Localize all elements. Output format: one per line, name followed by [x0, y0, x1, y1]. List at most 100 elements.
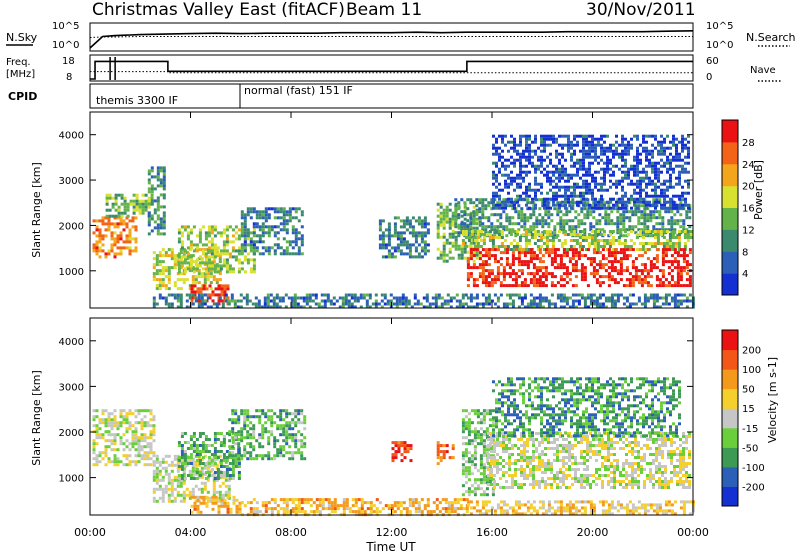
xtick-label-3: 12:00 — [376, 526, 408, 539]
xtick-label-0: 00:00 — [74, 526, 106, 539]
velocity-colorbar-tick-7: -200 — [742, 482, 765, 493]
power-region-6 — [240, 207, 304, 256]
power-colorbar-swatch-0 — [722, 273, 738, 296]
noise-search-series — [89, 36, 693, 38]
noise-sky-series — [89, 30, 694, 49]
velocity-region-7 — [436, 441, 455, 466]
power-ytick-label-1: 2000 — [59, 221, 84, 232]
power-region-7 — [152, 293, 468, 309]
noise-panel: N.Sky 10^5 10^0 10^5 10^0 N.Search — [6, 21, 796, 52]
noise-left-tick-top: 10^5 — [52, 21, 79, 32]
velocity-colorbar-swatch-6 — [722, 369, 738, 390]
nave-label: Nave — [750, 65, 776, 76]
velocity-region-0 — [92, 409, 156, 467]
cpid-segment-2: normal (fast) 151 IF — [244, 84, 353, 97]
power-colorbar-tick-3: 16 — [742, 204, 755, 215]
power-region-1 — [105, 193, 154, 218]
power-region-4 — [177, 225, 256, 274]
power-ytick-label-0: 1000 — [59, 267, 84, 278]
noise-sky-label: N.Sky — [6, 31, 38, 44]
velocity-region-5 — [240, 498, 469, 517]
power-colorbar-tick-2: 12 — [742, 225, 755, 236]
power-region-8 — [378, 216, 430, 259]
velocity-colorbar-swatch-7 — [722, 349, 738, 370]
velocity-colorbar-tick-6: -100 — [742, 463, 765, 474]
freq-spikes — [109, 57, 116, 80]
noise-left-tick-bottom: 10^0 — [52, 40, 79, 51]
freq-series — [90, 60, 693, 80]
frequency-panel: Freq. [MHz] 18 8 60 0 Nave — [6, 54, 782, 83]
velocity-region-8 — [461, 409, 495, 497]
power-colorbar-swatch-7 — [722, 120, 738, 143]
nave-series — [90, 71, 693, 74]
power-colorbar-swatch-4 — [722, 185, 738, 208]
power-colorbar-label: Power [dB] — [752, 160, 765, 220]
power-colorbar-tick-5: 24 — [742, 160, 755, 171]
freq-label-top: Freq. — [6, 57, 31, 68]
xtick-label-6: 00:00 — [677, 526, 709, 539]
xtick-label-5: 20:00 — [577, 526, 609, 539]
frequency-frame — [89, 54, 694, 82]
power-colorbar-swatch-2 — [722, 229, 738, 252]
velocity-colorbar-tick-0: 200 — [742, 346, 761, 357]
velocity-region-3 — [228, 409, 307, 461]
time-axis: 00:00 04:00 08:00 12:00 16:00 20:00 00:00 — [74, 112, 709, 539]
xtick-label-4: 16:00 — [476, 526, 508, 539]
freq-label-bottom: [MHz] — [6, 69, 35, 80]
velocity-heatmap — [92, 377, 695, 517]
power-colorbar-swatch-6 — [722, 141, 738, 165]
velocity-colorbar-tick-3: 15 — [742, 404, 755, 415]
velocity-region-11 — [492, 377, 681, 438]
power-ytick-label-2: 3000 — [59, 176, 84, 187]
velocity-ylabel: Slant Range [km] — [30, 370, 43, 466]
power-heatmap — [92, 134, 695, 309]
beam-label: Beam 11 — [346, 0, 422, 20]
cpid-frame — [89, 83, 694, 109]
freq-tick-bottom: 8 — [66, 72, 72, 83]
velocity-panel: 1000 2000 3000 4000 Slant Range [km] 200 100… — [30, 112, 779, 554]
velocity-colorbar-frame — [721, 329, 739, 507]
power-yaxis: 1000 2000 3000 4000 — [59, 131, 693, 278]
power-panel: 1000 2000 3000 4000 Slant Range [km] 4 8 12 16… — [30, 111, 765, 309]
cpid-label: CPID — [8, 90, 37, 103]
velocity-region-10 — [466, 500, 695, 516]
velocity-yaxis: 1000 2000 3000 4000 — [59, 337, 693, 485]
noise-search-label: N.Search — [746, 31, 796, 44]
velocity-region-6 — [391, 441, 413, 463]
velocity-colorbar-swatch-5 — [722, 388, 738, 409]
power-colorbar-swatch-1 — [722, 251, 738, 274]
velocity-ytick-label-3: 4000 — [59, 337, 84, 348]
power-region-12 — [466, 248, 692, 288]
velocity-colorbar-swatch-3 — [722, 427, 738, 448]
power-colorbar-swatch-3 — [722, 207, 738, 230]
plot-title: Christmas Valley East (fitACF) — [92, 0, 345, 20]
power-ytick-label-3: 4000 — [59, 131, 84, 142]
velocity-colorbar: 200 100 50 15 -15 -50 -100 -200 — [721, 329, 765, 507]
velocity-colorbar-label: Velocity [m s-1] — [766, 357, 779, 443]
velocity-ytick-label-0: 1000 — [59, 474, 84, 485]
power-region-13 — [466, 293, 695, 309]
velocity-colorbar-tick-4: -15 — [742, 424, 758, 435]
xtick-label-1: 04:00 — [175, 526, 207, 539]
velocity-colorbar-tick-1: 100 — [742, 365, 761, 376]
time-axis-label: Time UT — [365, 540, 416, 554]
velocity-colorbar-swatch-0 — [722, 486, 738, 507]
cpid-segment-1: themis 3300 IF — [96, 94, 178, 107]
power-colorbar-tick-4: 20 — [742, 182, 755, 193]
power-colorbar: 4 8 12 16 20 24 28 — [721, 119, 755, 296]
power-colorbar-tick-0: 4 — [742, 269, 748, 280]
plot-date: 30/Nov/2011 — [586, 0, 696, 20]
velocity-region-9 — [487, 432, 691, 489]
noise-right-tick-bottom: 10^0 — [706, 40, 733, 51]
velocity-colorbar-swatch-8 — [722, 330, 738, 351]
velocity-colorbar-tick-5: -50 — [742, 443, 758, 454]
nave-tick-bottom: 0 — [706, 72, 712, 83]
velocity-colorbar-tick-2: 50 — [742, 385, 755, 396]
power-colorbar-swatch-5 — [722, 163, 738, 187]
power-ylabel: Slant Range [km] — [30, 162, 43, 258]
power-colorbar-tick-1: 8 — [742, 247, 748, 258]
power-region-2 — [147, 166, 166, 236]
nave-tick-top: 60 — [706, 56, 719, 67]
power-region-14 — [492, 134, 690, 210]
